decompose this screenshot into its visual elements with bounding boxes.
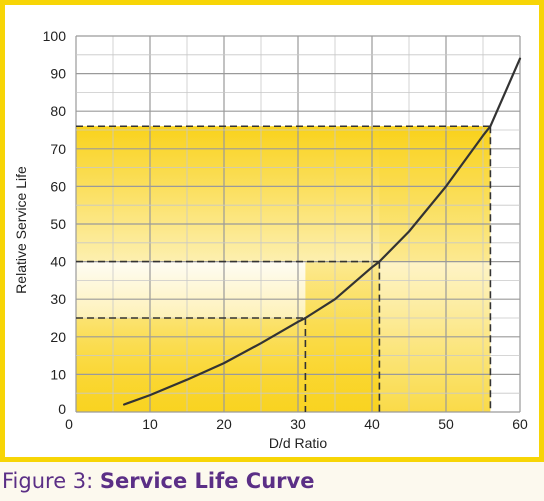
x-tick-label: 50	[438, 416, 454, 432]
highlight-region-small	[76, 318, 306, 412]
chart-frame: 0 10 20 30 40 50 60 0 10 20 30 40 50 60 70 80 90 100 D/d R…	[0, 0, 544, 462]
caption-label: Figure 3:	[2, 469, 94, 493]
y-tick-label: 60	[50, 178, 66, 194]
y-tick-label: 0	[58, 401, 66, 417]
service-life-chart: 0 10 20 30 40 50 60 0 10 20 30 40 50 60 70 80 90 100 D/d R…	[13, 28, 528, 451]
x-tick-label: 30	[290, 416, 306, 432]
highlight-region-right	[379, 126, 491, 413]
y-tick-label: 50	[50, 216, 66, 232]
x-tick-label: 40	[364, 416, 380, 432]
x-axis-label: D/d Ratio	[269, 435, 328, 451]
y-tick-label: 40	[50, 254, 66, 270]
figure-caption: Figure 3: Service Life Curve	[2, 469, 314, 493]
y-tick-label: 10	[50, 366, 66, 382]
y-tick-label: 90	[50, 66, 66, 82]
x-tick-label: 60	[512, 416, 528, 432]
y-tick-label: 80	[50, 103, 66, 119]
y-tick-label: 100	[43, 28, 67, 44]
y-axis-label: Relative Service Life	[13, 166, 29, 294]
x-tick-label: 10	[142, 416, 158, 432]
y-tick-label: 30	[50, 291, 66, 307]
y-tick-label: 70	[50, 141, 66, 157]
y-tick-label: 20	[50, 329, 66, 345]
service-life-curve	[123, 57, 522, 406]
caption-title: Service Life Curve	[99, 469, 315, 493]
x-tick-label: 0	[65, 416, 73, 432]
x-tick-label: 20	[216, 416, 232, 432]
